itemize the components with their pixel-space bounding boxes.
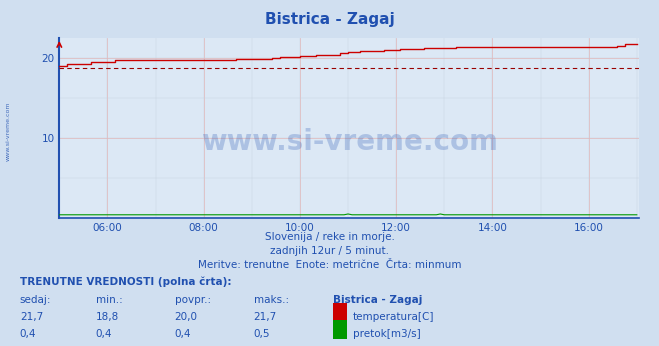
Text: temperatura[C]: temperatura[C] bbox=[353, 312, 434, 322]
Text: Meritve: trenutne  Enote: metrične  Črta: minmum: Meritve: trenutne Enote: metrične Črta: … bbox=[198, 260, 461, 270]
Text: 0,4: 0,4 bbox=[175, 329, 191, 339]
Text: zadnjih 12ur / 5 minut.: zadnjih 12ur / 5 minut. bbox=[270, 246, 389, 256]
Text: Bistrica - Zagaj: Bistrica - Zagaj bbox=[265, 12, 394, 27]
Text: povpr.:: povpr.: bbox=[175, 295, 211, 305]
Text: sedaj:: sedaj: bbox=[20, 295, 51, 305]
Text: TRENUTNE VREDNOSTI (polna črta):: TRENUTNE VREDNOSTI (polna črta): bbox=[20, 277, 231, 288]
Text: Bistrica - Zagaj: Bistrica - Zagaj bbox=[333, 295, 422, 305]
Text: www.si-vreme.com: www.si-vreme.com bbox=[201, 128, 498, 156]
Text: 0,5: 0,5 bbox=[254, 329, 270, 339]
Text: 21,7: 21,7 bbox=[254, 312, 277, 322]
Text: 18,8: 18,8 bbox=[96, 312, 119, 322]
Text: 20,0: 20,0 bbox=[175, 312, 198, 322]
Text: www.si-vreme.com: www.si-vreme.com bbox=[6, 102, 11, 161]
Text: maks.:: maks.: bbox=[254, 295, 289, 305]
Text: pretok[m3/s]: pretok[m3/s] bbox=[353, 329, 420, 339]
Text: 0,4: 0,4 bbox=[96, 329, 112, 339]
Text: 21,7: 21,7 bbox=[20, 312, 43, 322]
Text: 0,4: 0,4 bbox=[20, 329, 36, 339]
Text: min.:: min.: bbox=[96, 295, 123, 305]
Text: Slovenija / reke in morje.: Slovenija / reke in morje. bbox=[264, 233, 395, 243]
